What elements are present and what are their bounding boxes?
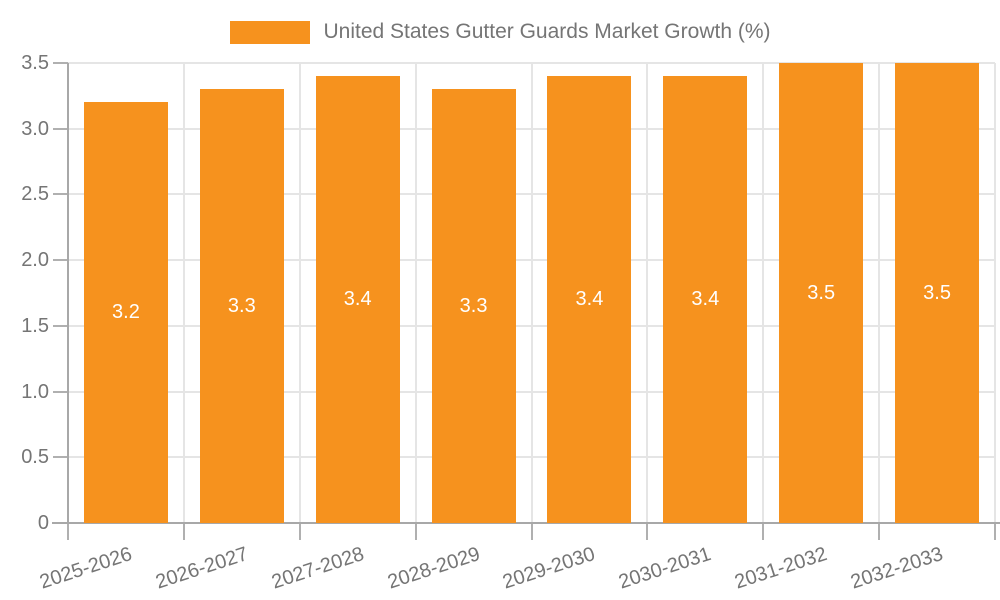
bar[interactable]: 3.4 (663, 76, 748, 523)
x-gridline (646, 63, 649, 523)
bar[interactable]: 3.4 (315, 76, 400, 523)
y-tick-label: 1.0 (21, 380, 49, 403)
bar[interactable]: 3.5 (895, 63, 980, 523)
x-axis-tick (414, 524, 417, 540)
y-tick-label: 2.0 (21, 249, 49, 272)
y-axis-tick (53, 193, 68, 196)
y-axis-tick (53, 456, 68, 459)
bar-value-label: 3.3 (227, 294, 256, 317)
bar-value-label: 3.4 (343, 288, 372, 311)
bar-value-label: 3.4 (691, 288, 720, 311)
bar-value-label: 3.4 (575, 288, 604, 311)
y-tick-label: 3.0 (21, 117, 49, 140)
y-tick-label: 0.5 (21, 446, 49, 469)
bar-value-label: 3.3 (459, 294, 488, 317)
x-gridline (994, 63, 996, 523)
x-gridline (762, 63, 765, 523)
y-tick-label: 0 (37, 512, 49, 534)
x-gridline (414, 63, 417, 523)
legend: United States Gutter Guards Market Growt… (0, 18, 1000, 46)
y-axis-tick (53, 259, 68, 262)
bar[interactable]: 3.5 (779, 63, 864, 523)
x-gridline (878, 63, 881, 523)
legend-item[interactable]: United States Gutter Guards Market Growt… (229, 20, 771, 44)
x-axis-tick (67, 524, 69, 540)
x-axis-tick (878, 524, 881, 540)
legend-swatch-icon (229, 20, 310, 44)
x-axis-tick (182, 524, 185, 540)
bar[interactable]: 3.3 (199, 89, 284, 523)
y-axis-tick (53, 390, 68, 393)
bar-value-label: 3.2 (112, 301, 140, 324)
x-axis-tick (530, 524, 533, 540)
x-axis-tick (994, 524, 996, 540)
x-gridline (182, 63, 185, 523)
bar[interactable]: 3.3 (431, 89, 516, 523)
bar[interactable]: 3.4 (547, 76, 632, 523)
y-tick-label: 2.5 (21, 183, 49, 206)
x-gridline (298, 63, 301, 523)
y-axis-tick (53, 324, 68, 327)
legend-label: United States Gutter Guards Market Growt… (323, 20, 771, 43)
x-axis-tick (762, 524, 765, 540)
x-gridline (530, 63, 533, 523)
y-tick-label: 3.5 (21, 52, 49, 74)
y-tick-label: 1.5 (21, 314, 49, 337)
bar-value-label: 3.5 (807, 281, 836, 304)
y-axis-tick (53, 127, 68, 130)
x-axis-tick (298, 524, 301, 540)
y-axis-tick (53, 62, 68, 64)
bar-value-label: 3.5 (923, 281, 951, 304)
y-axis-line (67, 63, 69, 523)
bar[interactable]: 3.2 (83, 102, 168, 523)
x-axis-line (52, 522, 1000, 524)
x-axis-tick (646, 524, 649, 540)
